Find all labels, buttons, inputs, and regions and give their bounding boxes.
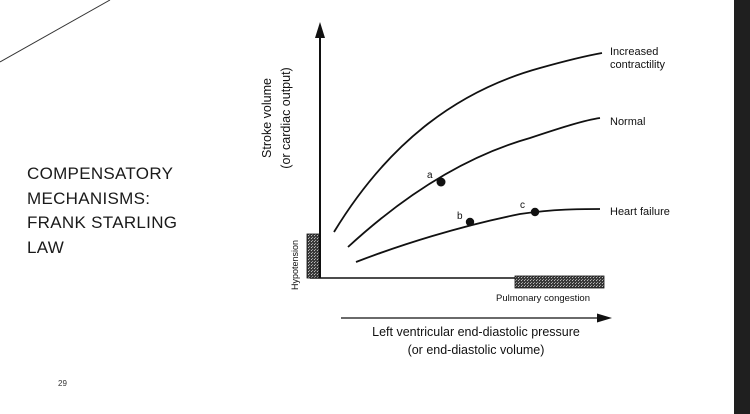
y-axis-label-line-2: (or cardiac output) — [279, 67, 293, 168]
hypotension-label: Hypotension — [290, 240, 300, 290]
hypotension-bar — [306, 233, 320, 279]
increased-contractility-label-line-1: Increased — [610, 46, 658, 58]
normal-curve — [347, 117, 601, 248]
slide-title: COMPENSATORY MECHANISMS: FRANK STARLING … — [27, 162, 227, 260]
point-c-label: c — [520, 200, 525, 211]
heart-failure-curve — [355, 208, 601, 263]
frank-starling-diagram: Hypotension Pulmonary congestion a b c I… — [260, 22, 670, 357]
point-c — [530, 207, 540, 217]
heart-failure-label: Heart failure — [610, 206, 670, 218]
pulmonary-congestion-label: Pulmonary congestion — [496, 293, 590, 304]
title-line-2: MECHANISMS: — [27, 188, 151, 208]
x-axis-label-line-1: Left ventricular end-diastolic pressure — [372, 325, 580, 339]
title-line-3: FRANK STARLING — [27, 213, 178, 232]
x-direction-arrowhead — [597, 313, 612, 323]
point-a-label: a — [427, 170, 433, 181]
point-b-label: b — [457, 211, 463, 222]
decorative-corner-line — [0, 0, 111, 63]
slide-number: 29 — [58, 379, 67, 388]
title-line-1: COMPENSATORY — [27, 164, 174, 183]
increased-contractility-curve — [333, 52, 603, 233]
x-axis-label-line-2: (or end-diastolic volume) — [408, 343, 545, 357]
pulmonary-congestion-bar — [514, 275, 605, 289]
point-a — [436, 177, 446, 187]
normal-label: Normal — [610, 116, 645, 128]
title-line-4: LAW — [27, 237, 65, 257]
right-edge-bar — [734, 0, 750, 414]
point-b — [465, 217, 475, 227]
increased-contractility-label-line-2: contractility — [610, 59, 666, 71]
y-axis-arrowhead — [315, 22, 325, 38]
y-axis-label-line-1: Stroke volume — [260, 78, 274, 158]
